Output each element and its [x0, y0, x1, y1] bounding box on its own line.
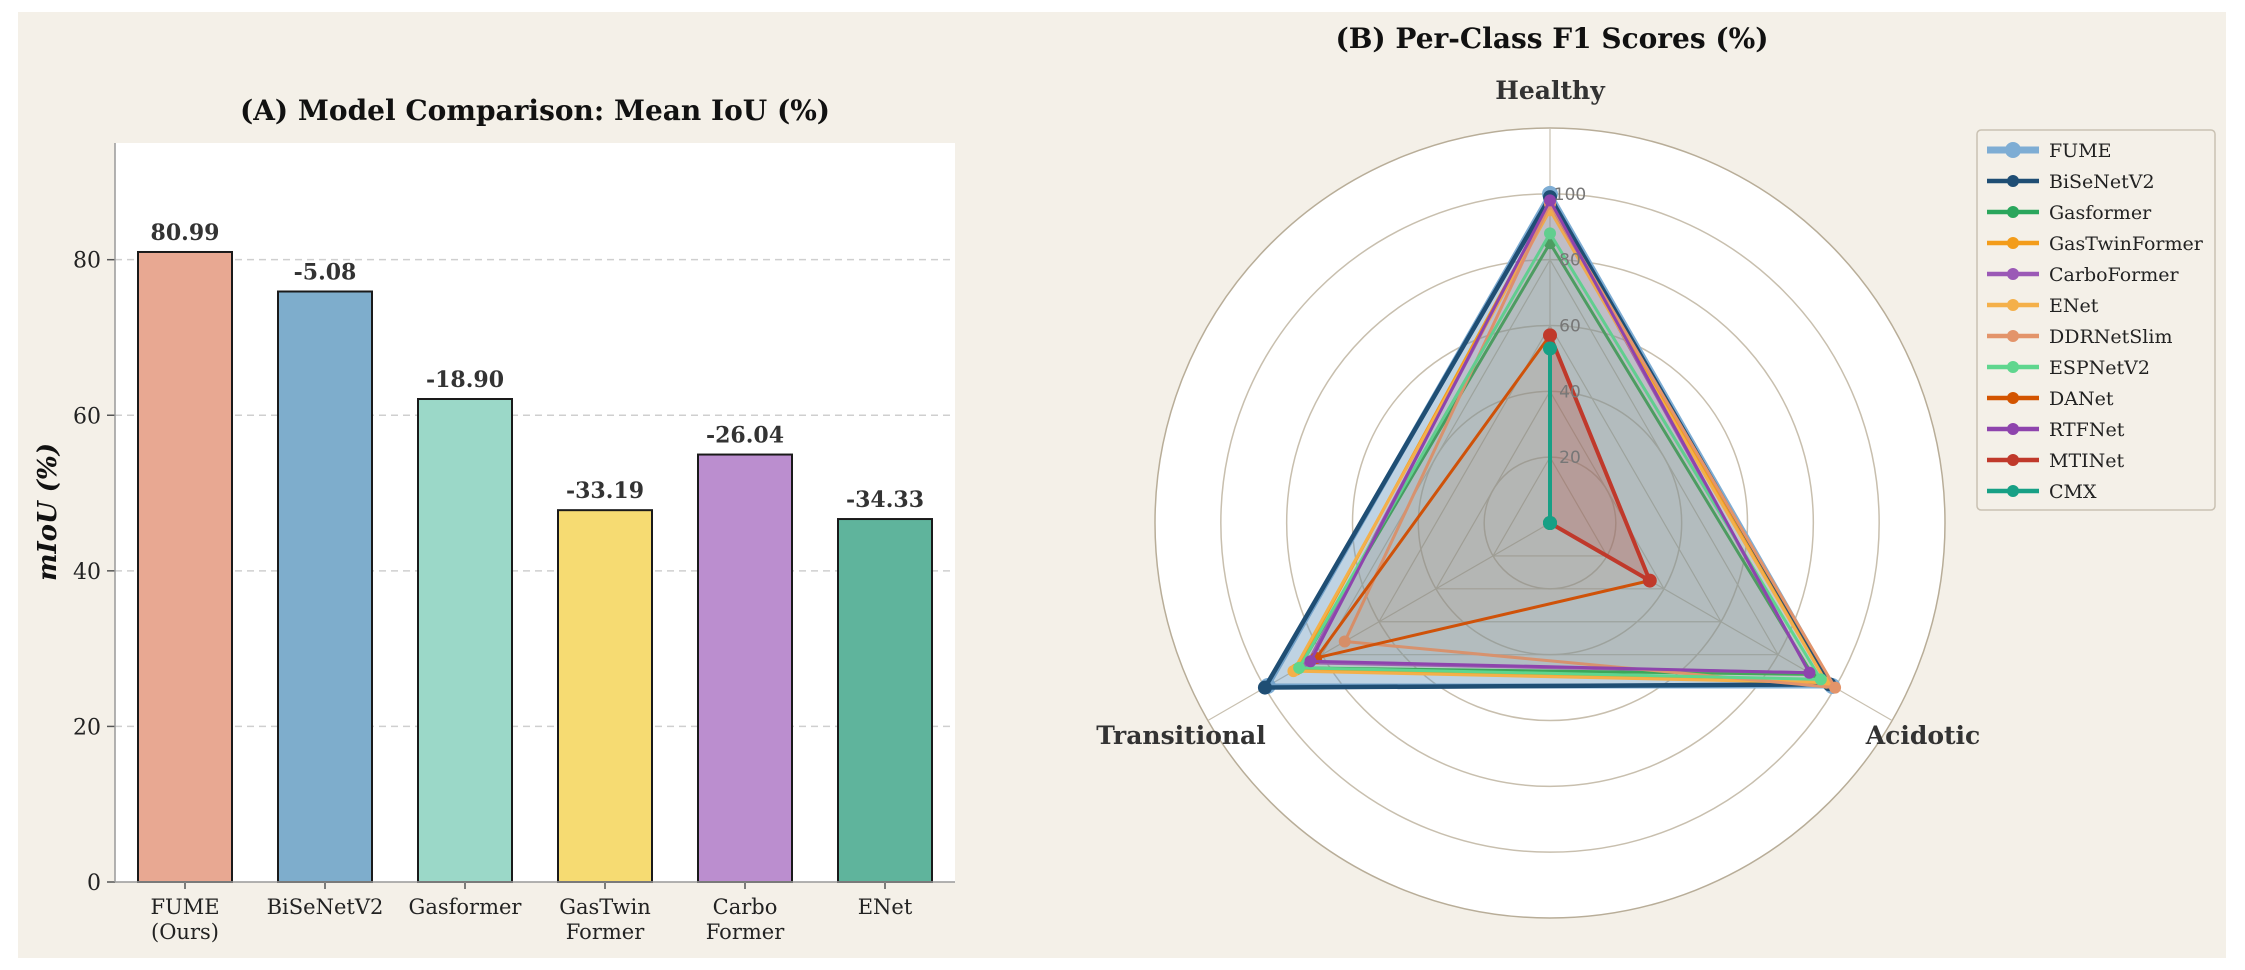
radar-series-point: [1543, 516, 1557, 530]
bar: [697, 453, 793, 883]
legend-marker: [2007, 361, 2019, 373]
legend-box: [1976, 129, 2216, 511]
legend-marker: [2007, 392, 2019, 404]
radar-series-polygon: [1291, 208, 1829, 685]
bar-data-label: -5.08: [294, 260, 357, 286]
bar: [277, 290, 373, 883]
radar-series-point: [1829, 681, 1842, 694]
legend-marker: [2007, 330, 2019, 342]
x-tick-label: Carbo: [713, 895, 778, 919]
radar-series-point: [1544, 227, 1556, 240]
legend-marker: [2007, 237, 2019, 249]
bar: [137, 250, 233, 884]
x-tick-label: Gasformer: [409, 895, 523, 919]
radar-series-point: [1543, 341, 1557, 356]
bar-data-label: -34.33: [846, 487, 924, 513]
legend-label: ESPNetV2: [2049, 357, 2150, 379]
radar-grid-polygon: [1320, 258, 1780, 656]
legend-label: MTINet: [2049, 450, 2125, 472]
bar-y-axis-label: mIoU (%): [33, 443, 63, 581]
legend-label: ENet: [2049, 295, 2099, 317]
radar-series-point: [1803, 666, 1816, 679]
x-tick-label: ENet: [858, 895, 913, 919]
bar-data-label: -18.90: [426, 367, 504, 393]
legend-label: CarboFormer: [2049, 264, 2179, 286]
bar-data-label: -26.04: [706, 423, 784, 449]
axis-label-acidotic: Acidotic: [1865, 721, 1981, 750]
legend-marker: [2007, 454, 2019, 466]
legend-label: Gasformer: [2049, 202, 2152, 224]
bar-data-label: -33.19: [566, 478, 644, 504]
radar-series-point: [1257, 680, 1272, 695]
radar-series-point: [1543, 328, 1557, 343]
legend-label: DANet: [2049, 388, 2114, 410]
radial-tick-label: 40: [1559, 382, 1581, 402]
axis-label-transitional: Transitional: [1096, 721, 1266, 750]
x-tick-label: (Ours): [151, 920, 219, 944]
legend-label: BiSeNetV2: [2049, 171, 2155, 193]
bar: [417, 398, 513, 883]
bar-plot-area: [115, 143, 955, 882]
radar-series-polygon: [1309, 198, 1811, 675]
radar-grid-polygon: [1491, 455, 1609, 557]
radar-series-point: [1814, 673, 1827, 686]
radar-series-polygon: [1343, 202, 1837, 690]
radar-series-polygon: [1297, 231, 1823, 681]
y-tick-label: 80: [73, 249, 101, 274]
radial-tick-label: 80: [1559, 251, 1581, 271]
radar-chart-panel: (B) Per-Class F1 Scores (%) 20406080100 …: [1096, 22, 2216, 919]
y-tick-label: 40: [73, 560, 101, 585]
radar-series-point: [1544, 194, 1556, 207]
bar-chart-panel: 80.99 -5.08 -18.90 -33.19 -26.04 -34.33 0 20 40…: [33, 94, 955, 944]
y-tick-label: 0: [87, 871, 101, 896]
radar-series-point: [1338, 635, 1351, 648]
radar-grid-polygon: [1434, 390, 1666, 590]
legend-label: GasTwinFormer: [2049, 233, 2204, 255]
legend-marker: [2007, 485, 2019, 497]
x-tick-label: Former: [706, 920, 785, 944]
legend-marker: [2007, 268, 2019, 280]
legend-marker: [2007, 423, 2019, 435]
y-tick-label: 60: [73, 404, 101, 429]
y-tick-label: 20: [73, 715, 101, 740]
radial-tick-label: 60: [1559, 317, 1581, 337]
radial-tick-label: 20: [1559, 448, 1581, 468]
bar-data-label: 80.99: [151, 220, 220, 246]
radar-grid-polygon: [1377, 324, 1723, 623]
bar: [557, 509, 653, 883]
radar-series-point: [1642, 573, 1657, 588]
legend-marker: [2005, 142, 2021, 158]
x-tick-label: GasTwin: [559, 895, 651, 919]
legend-marker: [2007, 206, 2019, 218]
x-tick-label: FUME: [150, 895, 219, 919]
radial-tick-label: 100: [1554, 185, 1586, 205]
radar-series-polygon: [1297, 241, 1814, 676]
radar-chart-title: (B) Per-Class F1 Scores (%): [1336, 22, 1769, 55]
legend-marker: [2007, 175, 2019, 187]
x-tick-label: Former: [566, 920, 645, 944]
bar-chart-title: (A) Model Comparison: Mean IoU (%): [240, 94, 830, 127]
radar-series-point: [1304, 655, 1317, 668]
x-tick-label: BiSeNetV2: [267, 895, 384, 919]
bar: [837, 518, 933, 883]
axis-label-healthy: Healthy: [1495, 76, 1606, 105]
legend-label: CMX: [2049, 481, 2097, 503]
legend-marker: [2007, 299, 2019, 311]
legend-label: DDRNetSlim: [2049, 326, 2172, 348]
legend-label: FUME: [2049, 140, 2112, 162]
radar-series-point: [1293, 661, 1306, 674]
legend-label: RTFNet: [2049, 419, 2125, 441]
